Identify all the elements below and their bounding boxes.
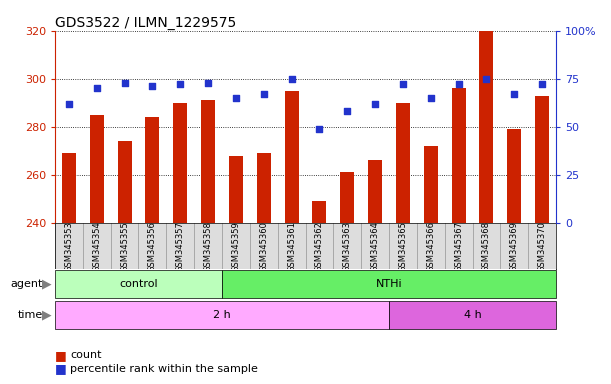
Text: NTHi: NTHi	[376, 279, 402, 289]
Bar	[507, 129, 521, 223]
Bar	[368, 160, 382, 223]
Text: ▶: ▶	[42, 308, 52, 321]
Text: ▶: ▶	[42, 278, 52, 291]
Bar	[55, 301, 389, 329]
Point	[510, 91, 519, 97]
Text: 4 h: 4 h	[464, 310, 481, 320]
Bar	[62, 153, 76, 223]
Point	[64, 101, 74, 107]
Bar	[145, 117, 159, 223]
Bar	[117, 141, 131, 223]
Bar	[480, 31, 494, 223]
Point	[315, 126, 324, 132]
Bar	[340, 172, 354, 223]
Point	[231, 95, 241, 101]
Text: ■: ■	[55, 362, 67, 375]
Text: percentile rank within the sample: percentile rank within the sample	[70, 364, 258, 374]
Bar	[201, 100, 215, 223]
Point	[370, 101, 380, 107]
Bar	[229, 156, 243, 223]
Bar	[396, 103, 410, 223]
Bar	[174, 103, 187, 223]
Point	[454, 81, 464, 88]
Bar	[55, 270, 222, 298]
Point	[175, 81, 185, 88]
Text: time: time	[18, 310, 43, 320]
Text: control: control	[119, 279, 158, 289]
Point	[287, 76, 296, 82]
Bar	[389, 301, 556, 329]
Point	[92, 85, 101, 91]
Point	[259, 91, 269, 97]
Point	[120, 79, 130, 86]
Bar	[452, 88, 466, 223]
Point	[398, 81, 408, 88]
Bar	[90, 115, 104, 223]
Bar	[257, 153, 271, 223]
Bar	[312, 201, 326, 223]
Bar	[535, 96, 549, 223]
Text: ■: ■	[55, 349, 67, 362]
Text: count: count	[70, 350, 102, 360]
Text: 2 h: 2 h	[213, 310, 231, 320]
Bar	[285, 91, 299, 223]
Point	[537, 81, 547, 88]
Bar	[222, 270, 556, 298]
Bar	[424, 146, 437, 223]
Point	[481, 76, 491, 82]
Point	[342, 108, 352, 114]
Point	[203, 79, 213, 86]
Point	[147, 83, 157, 89]
Text: agent: agent	[10, 279, 43, 289]
Point	[426, 95, 436, 101]
Text: GDS3522 / ILMN_1229575: GDS3522 / ILMN_1229575	[55, 16, 236, 30]
